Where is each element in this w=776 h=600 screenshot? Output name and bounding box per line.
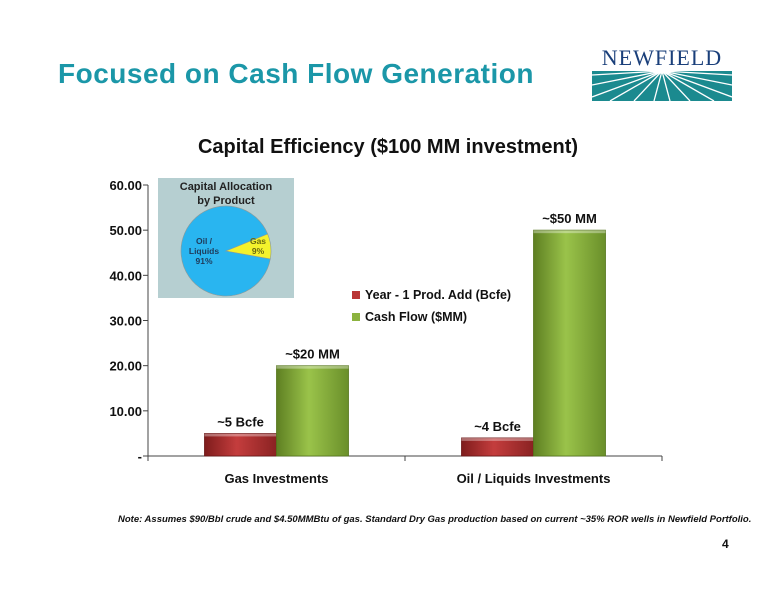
pie-title: Capital Allocation by Product bbox=[158, 180, 294, 208]
pie-slice-label: Liquids bbox=[189, 246, 219, 256]
pie-title-line: Capital Allocation bbox=[179, 181, 273, 193]
pie-slice-label: Oil / bbox=[196, 236, 213, 246]
y-tick-label: 10.00 bbox=[109, 404, 142, 419]
slide-title: Focused on Cash Flow Generation bbox=[58, 58, 534, 89]
bar-highlight bbox=[533, 230, 606, 234]
chart-title: Capital Efficiency ($100 MM investment) bbox=[197, 136, 579, 158]
y-tick-label: 40.00 bbox=[109, 268, 142, 283]
pie-slice-gas bbox=[224, 233, 272, 260]
chart-legend: Year - 1 Prod. Add (Bcfe) Cash Flow ($MM… bbox=[352, 284, 511, 328]
legend-swatch bbox=[352, 291, 360, 299]
newfield-logo: NEWFIELD bbox=[592, 45, 732, 103]
legend-label: Year - 1 Prod. Add (Bcfe) bbox=[365, 288, 512, 302]
legend-item-cash-flow: Cash Flow ($MM) bbox=[352, 306, 511, 328]
bar-cash-flow bbox=[533, 229, 606, 457]
y-tick-label: 60.00 bbox=[109, 178, 142, 193]
pie-slice-label: 91% bbox=[195, 256, 212, 266]
bar-highlight bbox=[276, 365, 349, 369]
pie-title-line: by Product bbox=[197, 195, 255, 207]
pie-slice-label: 9% bbox=[252, 246, 265, 256]
bar-production bbox=[204, 433, 277, 457]
pie-inset: Capital Allocation by Product Oil / Liqui… bbox=[158, 178, 294, 298]
bar-data-label: ~$20 MM bbox=[285, 347, 340, 362]
legend-label: Cash Flow ($MM) bbox=[365, 310, 468, 324]
bar-cash-flow bbox=[276, 365, 349, 457]
x-category-label: Oil / Liquids Investments bbox=[457, 471, 611, 486]
y-tick-label: 30.00 bbox=[109, 314, 142, 329]
x-category-label: Gas Investments bbox=[224, 471, 328, 486]
pie-slice-label: Gas bbox=[250, 236, 266, 246]
bar-highlight bbox=[204, 433, 277, 437]
footnote: Note: Assumes $90/Bbl crude and $4.50MMB… bbox=[118, 514, 752, 525]
bar-data-label: ~$50 MM bbox=[542, 211, 597, 226]
bar-data-label: ~4 Bcfe bbox=[474, 419, 521, 434]
logo-emblem bbox=[592, 71, 732, 101]
bar-highlight bbox=[461, 437, 534, 441]
page-number: 4 bbox=[722, 537, 729, 551]
bar-data-label: ~5 Bcfe bbox=[217, 414, 264, 429]
logo-text: NEWFIELD bbox=[601, 45, 723, 70]
legend-item-production: Year - 1 Prod. Add (Bcfe) bbox=[352, 284, 511, 306]
y-tick-label: - bbox=[138, 449, 142, 464]
y-tick-label: 20.00 bbox=[109, 359, 142, 374]
y-tick-label: 50.00 bbox=[109, 223, 142, 238]
legend-swatch bbox=[352, 313, 360, 321]
